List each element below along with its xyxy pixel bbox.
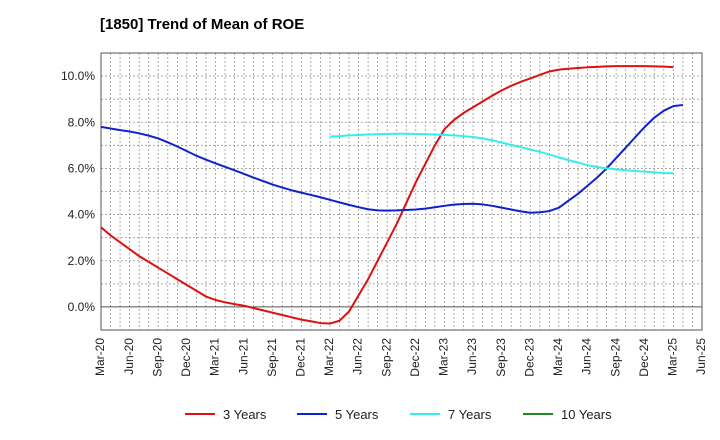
series-layer — [100, 65, 684, 325]
x-tick-label: Dec-22 — [408, 338, 422, 377]
y-tick-label: 0.0% — [68, 300, 96, 314]
series-line-7-years — [329, 132, 674, 175]
legend-label: 5 Years — [335, 407, 379, 422]
y-tick-label: 4.0% — [68, 208, 96, 222]
series-line-3-years — [100, 65, 674, 325]
legend: 3 Years 5 Years 7 Years 10 Years — [185, 407, 612, 422]
x-tick-label: Jun-22 — [351, 338, 365, 375]
legend-label: 7 Years — [448, 407, 492, 422]
x-tick-label: Mar-23 — [437, 338, 451, 376]
y-tick-label: 10.0% — [61, 69, 95, 83]
y-tick-label: 6.0% — [68, 161, 96, 175]
series-line-5-years — [100, 103, 684, 214]
x-tick-label: Jun-20 — [122, 338, 136, 375]
x-tick-label: Jun-23 — [465, 338, 479, 375]
x-tick-label: Mar-24 — [551, 338, 565, 376]
x-tick-label: Sep-21 — [265, 338, 279, 377]
x-tick-label: Sep-23 — [494, 338, 508, 377]
x-tick-label: Dec-24 — [637, 338, 651, 377]
x-tick-label: Dec-20 — [179, 338, 193, 377]
y-tick-label: 2.0% — [68, 254, 96, 268]
y-tick-label: 8.0% — [68, 115, 96, 129]
x-tick-label: Sep-24 — [608, 338, 622, 377]
x-tick-label: Sep-20 — [150, 338, 164, 377]
x-tick-label: Mar-22 — [322, 338, 336, 376]
legend-label: 3 Years — [223, 407, 267, 422]
x-tick-label: Mar-25 — [666, 338, 680, 376]
axis-layer: 10.0% 8.0% 6.0% 4.0% 2.0% 0.0% Mar-20 Jun-20 Sep… — [61, 69, 708, 377]
legend-label: 10 Years — [561, 407, 612, 422]
x-tick-label: Mar-20 — [93, 338, 107, 376]
plot-area-border — [100, 52, 703, 331]
x-tick-label: Jun-25 — [694, 338, 708, 375]
x-tick-label: Jun-21 — [236, 338, 250, 375]
x-tick-label: Sep-22 — [379, 338, 393, 377]
x-tick-label: Mar-21 — [208, 338, 222, 376]
x-tick-label: Jun-24 — [580, 338, 594, 375]
x-tick-label: Dec-21 — [294, 338, 308, 377]
chart-title: [1850] Trend of Mean of ROE — [100, 16, 305, 33]
x-tick-label: Dec-23 — [522, 338, 536, 377]
